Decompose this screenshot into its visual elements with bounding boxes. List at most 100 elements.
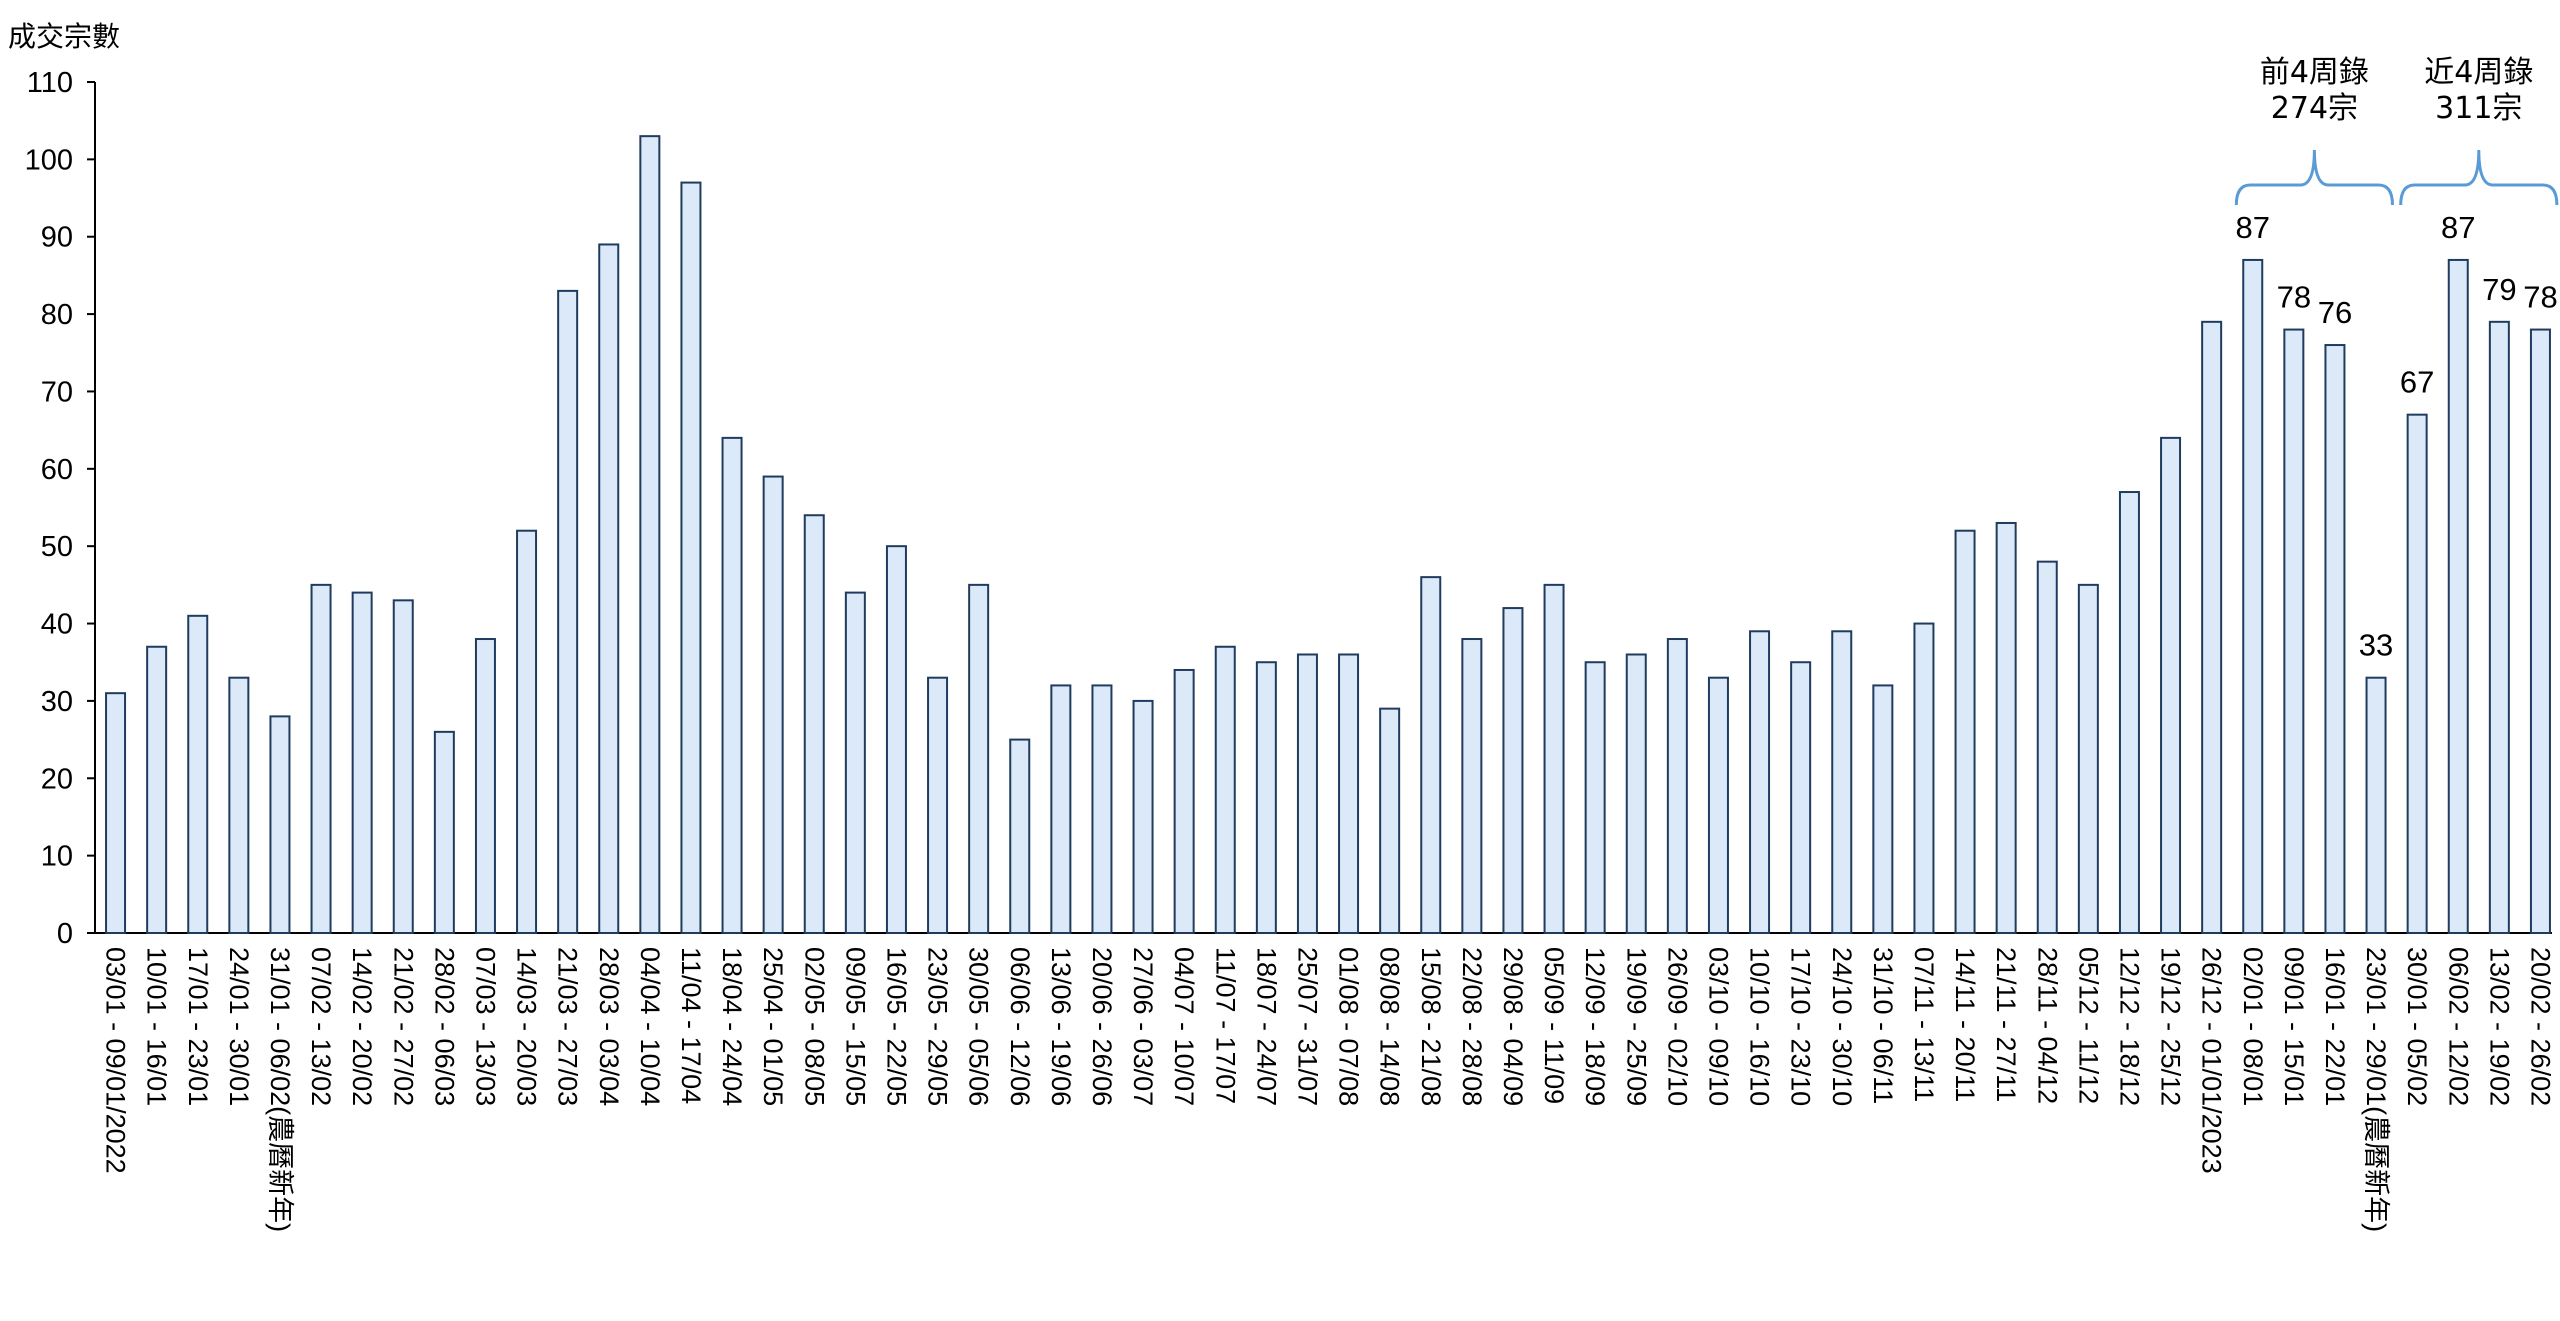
bar — [557, 289, 579, 934]
bar — [1995, 521, 2017, 934]
bar — [1707, 676, 1729, 935]
y-tick-label: 100 — [25, 144, 73, 176]
x-tick-label: 24/01 - 30/01 — [224, 947, 254, 1106]
x-tick-label: 18/04 - 24/04 — [717, 947, 747, 1106]
y-tick-label: 110 — [27, 67, 73, 99]
bar — [2488, 320, 2510, 934]
data-label: 78 — [2523, 280, 2557, 315]
bar — [1296, 653, 1318, 934]
y-tick-label: 20 — [41, 763, 73, 795]
bar — [1420, 576, 1442, 934]
bar — [2077, 583, 2099, 934]
x-tick-label: 09/01 - 15/01 — [2279, 947, 2309, 1106]
x-tick-label: 21/03 - 27/03 — [553, 947, 583, 1106]
x-tick-label: 09/05 - 15/05 — [840, 947, 870, 1106]
x-tick-label: 06/06 - 12/06 — [1005, 947, 1035, 1106]
bar — [762, 475, 784, 934]
x-tick-label: 03/10 - 09/10 — [1703, 947, 1733, 1106]
bar — [1050, 684, 1072, 934]
x-tick-label: 28/11 - 04/12 — [2032, 947, 2062, 1104]
x-tick-label: 19/09 - 25/09 — [1621, 947, 1651, 1106]
x-tick-label: 18/07 - 24/07 — [1251, 947, 1281, 1106]
bar — [516, 529, 538, 935]
bar — [1543, 583, 1565, 934]
bar — [146, 645, 168, 934]
x-tick-label: 16/05 - 22/05 — [881, 947, 911, 1106]
x-tick-label: 31/10 - 06/11 — [1868, 947, 1898, 1104]
data-label: 67 — [2400, 365, 2434, 400]
data-label: 33 — [2359, 628, 2393, 663]
bar — [927, 676, 949, 935]
bar — [1831, 630, 1853, 934]
x-tick-label: 13/06 - 19/06 — [1046, 947, 1076, 1106]
x-tick-label: 02/01 - 08/01 — [2238, 947, 2268, 1106]
bar — [1461, 638, 1483, 934]
x-tick-label: 07/02 - 13/02 — [306, 947, 336, 1106]
bar — [639, 135, 661, 934]
bar — [187, 614, 209, 934]
bar — [885, 545, 907, 934]
y-tick-label: 50 — [41, 531, 73, 563]
bar — [1872, 684, 1894, 934]
bar — [1009, 738, 1031, 934]
x-tick-label: 23/05 - 29/05 — [923, 947, 953, 1106]
bar — [1666, 638, 1688, 934]
x-tick-label: 14/02 - 20/02 — [347, 947, 377, 1106]
bar — [2160, 436, 2182, 934]
bar — [474, 638, 496, 934]
data-label: 87 — [2441, 210, 2475, 245]
bar — [2447, 258, 2469, 935]
y-tick-label: 90 — [41, 222, 73, 254]
x-tick-label: 25/07 - 31/07 — [1292, 947, 1322, 1106]
bar — [310, 583, 332, 934]
bar — [2406, 413, 2428, 934]
y-tick-label: 0 — [57, 918, 73, 950]
bar — [1954, 529, 1976, 935]
bar — [269, 715, 291, 935]
bar — [2036, 560, 2058, 934]
data-label: 78 — [2277, 280, 2311, 315]
x-tick-label: 30/01 - 05/02 — [2402, 947, 2432, 1106]
x-tick-label: 20/06 - 26/06 — [1087, 947, 1117, 1106]
x-tick-label: 26/12 - 01/01/2023 — [2197, 947, 2227, 1174]
x-tick-label: 21/11 - 27/11 — [1991, 947, 2021, 1102]
x-tick-label: 04/04 - 10/04 — [635, 947, 665, 1106]
x-tick-label: 30/05 - 05/06 — [964, 947, 994, 1106]
x-tick-label: 11/07 - 17/07 — [1210, 947, 1240, 1104]
data-label: 76 — [2318, 295, 2352, 330]
y-tick-label: 70 — [41, 376, 73, 408]
bar — [1255, 661, 1277, 935]
bar — [228, 676, 250, 935]
bar — [803, 514, 825, 935]
y-axis-label: 成交宗數 — [8, 20, 120, 53]
bar — [433, 730, 455, 935]
x-tick-label: 01/08 - 07/08 — [1334, 947, 1364, 1106]
annotation-line-1: 近4周錄 — [2424, 55, 2533, 90]
annotation-line-2: 274宗 — [2271, 91, 2358, 126]
x-tick-label: 14/03 - 20/03 — [512, 947, 542, 1106]
x-tick-label: 19/12 - 25/12 — [2156, 947, 2186, 1106]
bar — [1173, 668, 1195, 934]
bar — [2324, 344, 2346, 934]
bar — [2283, 328, 2305, 934]
x-tick-label: 26/09 - 02/10 — [1662, 947, 1692, 1106]
x-tick-label: 28/03 - 03/04 — [594, 947, 624, 1106]
bar — [1091, 684, 1113, 934]
x-tick-label: 17/01 - 23/01 — [183, 947, 213, 1106]
bar — [2118, 491, 2140, 934]
x-axis-ticks: 03/01 - 09/01/2022 10/01 - 16/01 17/01 - 2… — [101, 947, 2556, 1232]
bar — [2365, 676, 2387, 935]
y-tick-label: 40 — [41, 609, 73, 641]
x-tick-label: 07/03 - 13/03 — [470, 947, 500, 1106]
x-tick-label: 27/06 - 03/07 — [1128, 947, 1158, 1106]
x-tick-label: 21/02 - 27/02 — [388, 947, 418, 1106]
bar — [2201, 320, 2223, 934]
x-tick-label: 11/04 - 17/04 — [676, 947, 706, 1104]
x-tick-label: 07/11 - 13/11 — [1909, 947, 1939, 1102]
x-tick-label: 10/10 - 16/10 — [1745, 947, 1775, 1106]
x-tick-label: 28/02 - 06/03 — [429, 947, 459, 1106]
x-tick-label: 22/08 - 28/08 — [1457, 947, 1487, 1106]
bar — [1913, 622, 1935, 935]
